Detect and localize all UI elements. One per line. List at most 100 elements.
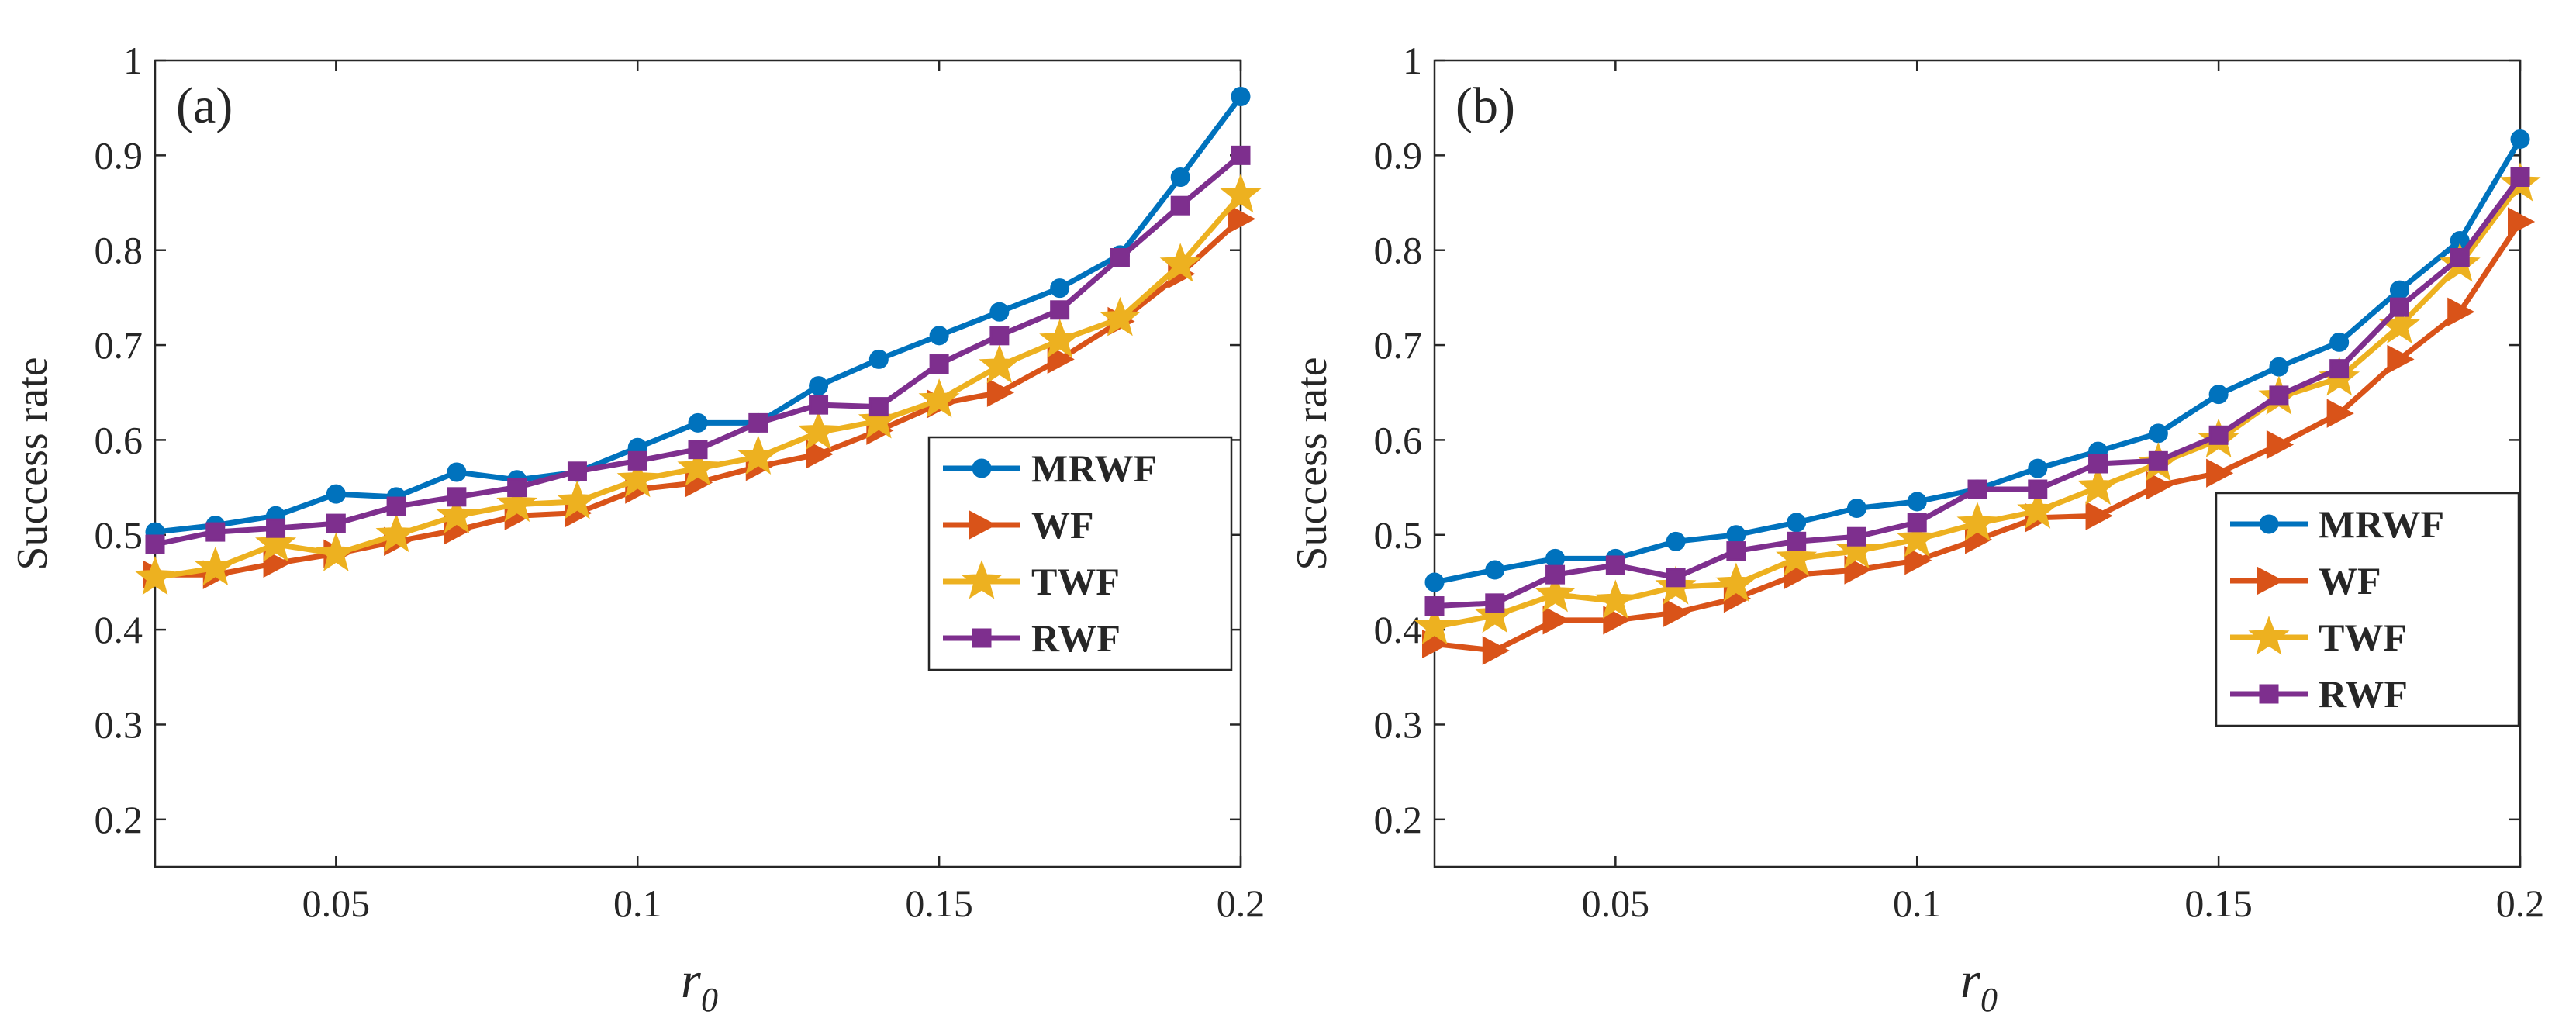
x-tick-label: 0.15 <box>2184 882 2253 925</box>
data-point-rwf <box>1846 526 1866 547</box>
data-point-wf <box>1542 606 1570 635</box>
x-tick-label: 0.05 <box>1582 882 1650 925</box>
data-point-twf <box>1159 243 1201 282</box>
data-point-rwf <box>1726 541 1746 561</box>
series-rwf <box>145 145 1251 554</box>
y-tick-label: 0.9 <box>1374 133 1423 177</box>
legend-marker-wf <box>2257 566 2284 595</box>
data-point-twf <box>496 482 538 523</box>
data-point-wf <box>2447 297 2475 326</box>
data-point-twf <box>979 344 1020 384</box>
legend-marker-mrwf <box>2259 514 2279 534</box>
data-point-mrwf <box>1050 278 1070 299</box>
y-tick-label: 0.3 <box>1374 702 1423 746</box>
chart-panel-a: 0.2 0.3 0.4 0.5 0.6 0.7 0.8 0.9 1 0.05 0.1 0.15 0.2 S… <box>9 39 1265 1019</box>
data-point-wf <box>2508 207 2536 236</box>
data-point-wf <box>2387 344 2415 374</box>
data-point-twf <box>1535 572 1576 613</box>
data-point-rwf <box>2088 454 2108 474</box>
y-tick-label: 0.5 <box>1374 513 1423 557</box>
x-axis-title-subscript: 0 <box>1980 981 1998 1019</box>
y-tick-label: 0.5 <box>95 513 143 557</box>
y-axis-title: Success rate <box>1288 357 1336 570</box>
data-point-mrwf <box>688 412 708 433</box>
data-point-twf <box>1099 296 1141 337</box>
legend-marker-rwf <box>2259 684 2279 704</box>
data-point-mrwf <box>2329 332 2350 352</box>
y-tick-label: 0.2 <box>95 798 143 841</box>
data-point-twf <box>1414 605 1455 645</box>
data-point-rwf <box>1787 531 1807 551</box>
data-point-mrwf <box>1846 499 1866 519</box>
data-point-twf <box>375 513 417 553</box>
data-point-mrwf <box>326 484 346 504</box>
series-rwf <box>1424 167 2530 616</box>
data-point-mrwf <box>2148 423 2168 444</box>
plot-area <box>1433 59 2522 868</box>
data-point-twf <box>2017 489 2059 529</box>
data-point-rwf <box>1967 479 1987 499</box>
data-point-wf <box>806 440 834 469</box>
data-point-twf <box>1474 593 1516 633</box>
panel-label: (a) <box>176 78 233 134</box>
x-tick-label: 0.2 <box>2496 882 2545 925</box>
data-point-twf <box>1715 562 1757 602</box>
x-tick-label: 0.15 <box>905 882 973 925</box>
x-axis-title: r <box>1960 952 1980 1009</box>
series-twf <box>134 173 1262 595</box>
data-point-rwf <box>989 326 1010 346</box>
data-point-twf <box>1896 518 1938 557</box>
data-point-mrwf <box>447 462 467 482</box>
data-point-mrwf <box>1424 572 1445 592</box>
data-point-rwf <box>688 440 708 460</box>
data-point-mrwf <box>929 326 949 346</box>
data-point-mrwf <box>868 349 889 369</box>
data-point-rwf <box>1485 593 1505 613</box>
y-tick-label: 0.8 <box>95 229 143 272</box>
data-point-twf <box>1594 579 1636 619</box>
data-point-mrwf <box>2028 458 2048 478</box>
data-point-wf <box>986 378 1015 407</box>
data-point-twf <box>2077 465 2119 506</box>
y-tick-label: 0.9 <box>95 133 143 177</box>
y-tick-label: 0.6 <box>95 418 143 461</box>
y-tick-label: 0.4 <box>1374 608 1423 651</box>
data-point-rwf <box>567 461 587 481</box>
series-wf <box>1422 207 2536 665</box>
y-tick-label: 0.3 <box>95 702 143 746</box>
data-point-rwf <box>507 478 527 498</box>
data-point-rwf <box>386 496 406 516</box>
x-tick-label: 0.2 <box>1217 882 1266 925</box>
legend-label-mrwf: MRWF <box>1031 447 1157 490</box>
data-point-rwf <box>1050 300 1070 320</box>
data-point-rwf <box>145 534 165 554</box>
data-point-twf <box>798 410 840 450</box>
data-point-rwf <box>2208 425 2229 445</box>
data-point-twf <box>436 494 478 533</box>
data-point-rwf <box>868 397 889 417</box>
data-point-mrwf <box>2208 385 2229 405</box>
legend-marker-wf <box>969 510 997 540</box>
legend-label-mrwf: MRWF <box>2319 502 2444 546</box>
x-axis-title-subscript: 0 <box>701 981 718 1019</box>
y-tick-label: 0.7 <box>1374 323 1423 367</box>
data-point-rwf <box>1545 564 1566 585</box>
data-point-mrwf <box>1907 492 1927 512</box>
y-tick-label: 0.7 <box>95 323 143 367</box>
data-point-twf <box>1039 319 1081 358</box>
data-point-rwf <box>1424 596 1445 616</box>
legend-label-rwf: RWF <box>1031 616 1121 660</box>
data-point-rwf <box>2148 450 2168 471</box>
data-point-rwf <box>205 522 226 542</box>
y-tick-label: 0.6 <box>1374 418 1423 461</box>
legend-label-twf: TWF <box>2319 616 2407 659</box>
y-tick-label: 1 <box>123 39 143 82</box>
data-point-rwf <box>1170 195 1190 216</box>
legend-label-rwf: RWF <box>2319 672 2408 716</box>
legend-marker-rwf <box>972 628 992 648</box>
data-point-mrwf <box>1666 531 1686 551</box>
data-point-twf <box>1220 173 1262 213</box>
panel-label: (b) <box>1455 78 1515 134</box>
legend-label-twf: TWF <box>1031 560 1120 603</box>
data-point-wf <box>2206 458 2234 488</box>
